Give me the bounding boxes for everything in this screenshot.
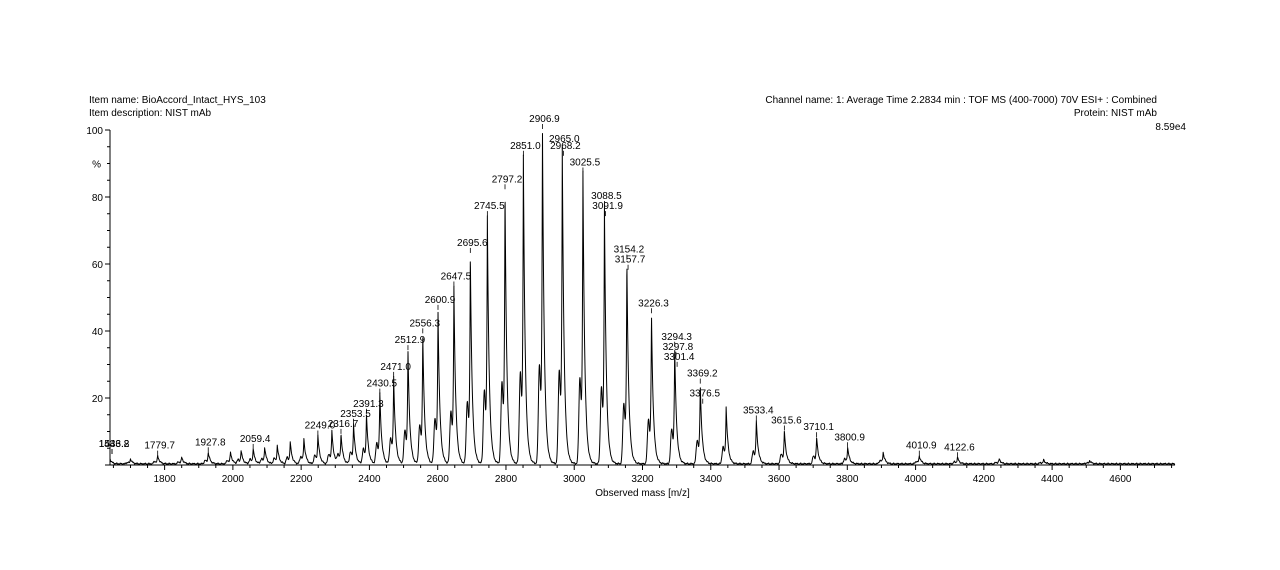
peak-label: 2556.3 [409,318,440,329]
x-tick-label: 4400 [1041,474,1064,485]
peak-label: 1533.8 [99,439,130,450]
x-tick-label: 3600 [768,474,791,485]
item-description: Item description: NIST mAb [89,108,212,119]
peak-label: 2391.3 [353,399,384,410]
peak-label: 3376.5 [689,389,720,400]
y-tick-label: 80 [92,193,104,204]
peak-label: 2906.9 [529,114,560,125]
peak-label: 3294.3 [661,332,692,343]
peak-label: 3615.6 [771,416,802,427]
x-tick-label: 4600 [1109,474,1132,485]
peak-label: 1446.2 [99,439,130,450]
peak-label: 1927.8 [195,437,226,448]
peak-label: 2695.6 [457,238,488,249]
peak-label: 2647.5 [441,271,472,282]
y-tick-label: 100 [86,126,103,137]
channel-name: Channel name: 1: Average Time 2.2834 min… [765,95,1157,106]
peak-label: 1779.7 [144,441,175,452]
peak-label: 2316.7 [328,419,359,430]
peak-label: 2797.2 [492,174,523,185]
spectrum-trace [109,132,1176,466]
peak-label: 3025.5 [570,158,601,169]
peak-label: 2851.0 [510,141,541,152]
y-axis-label: % [92,160,101,171]
intensity-max-label: 8.59e4 [1155,122,1186,133]
peak-label: 2353.5 [340,409,371,420]
peak-label: 2968.2 [550,141,581,152]
peak-label: 2965.0 [549,134,580,145]
item-name: Item name: BioAccord_Intact_HYS_103 [89,95,266,106]
y-tick-label: 60 [92,260,104,271]
peak-label: 2059.4 [240,434,271,445]
peak-label: 3297.8 [663,342,694,353]
peak-label: 4010.9 [906,441,937,452]
x-tick-label: 3400 [700,474,723,485]
x-tick-label: 2600 [427,474,450,485]
x-tick-label: 3000 [563,474,586,485]
peak-label: 3226.3 [638,298,669,309]
peak-label: 2471.0 [380,362,411,373]
chart-axes: 1800 2000 2200 2400 2600 2800 3000 3200 3400 3600… [86,126,1175,499]
x-tick-label: 2200 [290,474,313,485]
peak-label: 3154.2 [614,245,645,256]
peak-label: 3710.1 [803,422,834,433]
peak-label: 3800.9 [834,432,865,443]
peak-label: 2249.0 [305,421,336,432]
peak-label: 3301.4 [664,352,695,363]
y-tick-label: 40 [92,327,104,338]
peak-label: 2430.5 [367,379,398,390]
x-tick-label: 4200 [973,474,996,485]
peak-label: 3088.5 [591,191,622,202]
x-tick-label: 2000 [222,474,245,485]
peak-label: 3157.7 [615,255,646,266]
peak-label: 3533.4 [743,405,774,416]
x-tick-label: 1800 [153,474,176,485]
peak-label: 2512.9 [395,335,426,346]
x-tick-label: 4000 [904,474,927,485]
spectrum-series [109,132,1176,466]
x-tick-label: 3800 [836,474,859,485]
y-tick-label: 20 [92,394,104,405]
x-axis-label: Observed mass [m/z] [595,488,690,499]
peak-label: 2600.9 [425,295,456,306]
x-tick-label: 2800 [495,474,518,485]
x-tick-label: 3200 [631,474,654,485]
protein-label: Protein: NIST mAb [1073,108,1157,119]
peak-label: 3369.2 [687,369,718,380]
peak-label: 2745.5 [474,201,505,212]
peak-label: 4122.6 [944,442,975,453]
x-tick-label: 2400 [358,474,381,485]
peak-label: 3091.9 [592,201,623,212]
